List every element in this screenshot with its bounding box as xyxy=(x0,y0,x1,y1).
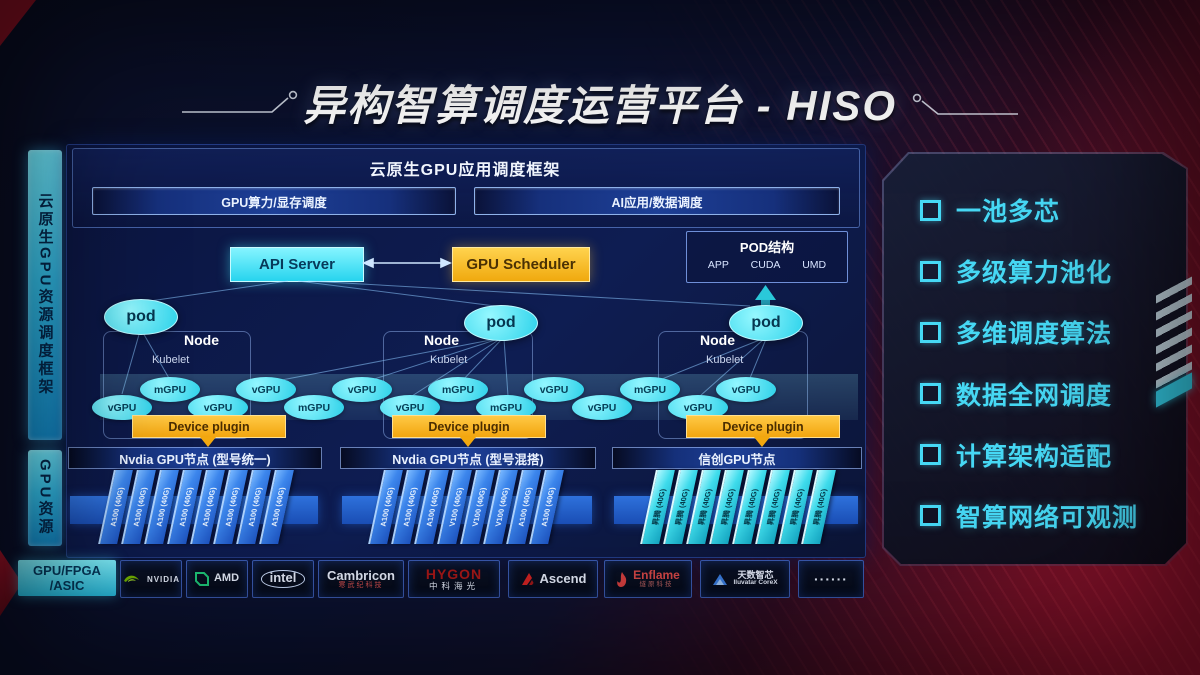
hardware-types-line1: GPU/FPGA xyxy=(33,563,101,578)
ribbon-cloud-native-gpu-label: 云原生GPU资源调度框架 xyxy=(36,193,54,397)
mgpu-ellipse: mGPU xyxy=(284,395,344,420)
hardware-types-badge: GPU/FPGA /ASIC xyxy=(18,560,116,596)
pod-structure-item-app: APP xyxy=(707,259,729,271)
vgpu-ellipse: vGPU xyxy=(572,395,632,420)
corner-red-decor-top-left xyxy=(0,0,36,46)
amd-logo-icon xyxy=(194,572,209,586)
vendor-subtitle: 中科海光 xyxy=(428,580,479,591)
feature-item-5: 计算架构适配 xyxy=(920,437,1186,473)
ribbon-gpu-resource-label: GPU资源 xyxy=(36,459,54,537)
square-bullet-icon xyxy=(920,444,941,465)
vgpu-ellipse: vGPU xyxy=(716,377,776,402)
vendor-name: NVIDIA xyxy=(146,574,181,584)
feature-item-2: 多级算力池化 xyxy=(920,253,1186,289)
kubelet-label-2: Kubelet xyxy=(430,354,468,366)
vendor-name: AMD xyxy=(213,572,240,585)
vgpu-ellipse: vGPU xyxy=(236,377,296,402)
vendor-box-nvidia: NVIDIA xyxy=(120,560,182,598)
feature-item-6: 智算网络可观测 xyxy=(920,498,1186,534)
vendor-box-cambricon: Cambricon 寒武纪科技 xyxy=(318,560,404,598)
vgpu-ellipse: vGPU xyxy=(92,395,152,420)
vendor-subtitle: Iluvatar CoreX xyxy=(733,579,778,587)
vendor-name: ······ xyxy=(814,570,848,587)
enflame-logo-icon xyxy=(616,571,628,587)
kubelet-label-3: Kubelet xyxy=(706,354,744,366)
device-plugin-arrow-icon xyxy=(200,437,216,447)
vendor-name: 天数智芯 xyxy=(737,569,774,580)
kubelet-label-1: Kubelet xyxy=(152,354,190,366)
feature-label: 一池多芯 xyxy=(956,198,1061,226)
pod-structure-title: POD结构 xyxy=(739,240,795,255)
vendor-name: intel xyxy=(260,570,306,588)
vendor-box-enflame: Enflame 燧原科技 xyxy=(604,560,692,598)
vendor-box-intel: intel xyxy=(252,560,314,598)
device-plugin-2: Device plugin xyxy=(392,415,546,438)
mgpu-ellipse: mGPU xyxy=(140,377,200,402)
pod-structure-box: POD结构 APP CUDA UMD xyxy=(686,231,848,283)
device-plugin-arrow-icon xyxy=(460,437,476,447)
vgpu-ellipse: vGPU xyxy=(524,377,584,402)
feature-label: 多级算力池化 xyxy=(956,259,1113,288)
iluvatar-logo-icon xyxy=(712,573,728,586)
feature-panel: 一池多芯多级算力池化 多维调度算法 数据全网调度 计算架构适配 智算网络可观测 xyxy=(884,154,1186,564)
node-label-3: Node xyxy=(700,332,735,348)
mgpu-ellipse: mGPU xyxy=(428,377,488,402)
pod-structure-item-cuda: CUDA xyxy=(750,259,781,271)
nvidia-logo-icon xyxy=(122,573,142,586)
feature-item-3: 多维调度算法 xyxy=(920,314,1186,350)
node-label-2: Node xyxy=(424,332,459,348)
vendor-name: HYGON xyxy=(425,566,483,583)
device-plugin-arrow-icon xyxy=(754,437,770,447)
framework-title: 云原生GPU应用调度框架 xyxy=(369,162,561,179)
gpu-node-header-xinchuang: 信创GPU节点 xyxy=(612,447,862,469)
hardware-types-line2: /ASIC xyxy=(49,578,85,593)
feature-label: 计算架构适配 xyxy=(956,442,1113,471)
vendor-box-more: ······ xyxy=(798,560,864,598)
ribbon-cloud-native-gpu: 云原生GPU资源调度框架 xyxy=(28,150,62,440)
feature-item-1: 一池多芯 xyxy=(920,192,1186,228)
feature-label: 数据全网调度 xyxy=(956,381,1113,410)
vendor-subtitle: 燧原科技 xyxy=(639,580,674,588)
square-bullet-icon xyxy=(920,383,941,404)
node-label-1: Node xyxy=(184,332,219,348)
bar-ai-data-scheduling: AI应用/数据调度 xyxy=(474,187,840,215)
device-plugin-3: Device plugin xyxy=(686,415,840,438)
square-bullet-icon xyxy=(920,322,941,343)
gpu-node-header-uniform: Nvdia GPU节点 (型号统一) xyxy=(68,447,322,469)
pod-structure-item-umd: UMD xyxy=(802,259,827,271)
bar-gpu-compute-scheduling: GPU算力/显存调度 xyxy=(92,187,456,215)
vendor-subtitle: 寒武纪科技 xyxy=(338,582,384,590)
ascend-logo-icon xyxy=(520,572,535,587)
square-bullet-icon xyxy=(920,200,941,221)
vgpu-ellipse: vGPU xyxy=(332,377,392,402)
gpu-node-header-mixed: Nvdia GPU节点 (型号混搭) xyxy=(340,447,596,469)
page-title: 异构智算调度运营平台 - HISO xyxy=(302,82,897,129)
pod-badge-1: pod xyxy=(104,299,178,335)
mgpu-ellipse: mGPU xyxy=(620,377,680,402)
vendor-box-ascend: Ascend xyxy=(508,560,598,598)
feature-label: 智算网络可观测 xyxy=(956,503,1139,532)
square-bullet-icon xyxy=(920,505,941,526)
feature-label: 多维调度算法 xyxy=(956,320,1113,349)
vendor-box-iluvatar: 天数智芯 Iluvatar CoreX xyxy=(700,560,790,598)
vendor-box-hygon: HYGON 中科海光 xyxy=(408,560,500,598)
gpu-scheduler-box: GPU Scheduler xyxy=(452,247,590,282)
vendor-name: Enflame xyxy=(633,568,680,583)
pod-badge-3: pod xyxy=(729,305,803,341)
vendor-box-amd: AMD xyxy=(186,560,248,598)
feature-item-4: 数据全网调度 xyxy=(920,376,1186,412)
pod-badge-2: pod xyxy=(464,305,538,341)
vendor-name: Cambricon xyxy=(327,567,395,583)
api-server-box: API Server xyxy=(230,247,364,282)
ribbon-gpu-resource: GPU资源 xyxy=(28,450,62,546)
square-bullet-icon xyxy=(920,261,941,282)
vendor-name: Ascend xyxy=(539,571,587,587)
device-plugin-1: Device plugin xyxy=(132,415,286,438)
